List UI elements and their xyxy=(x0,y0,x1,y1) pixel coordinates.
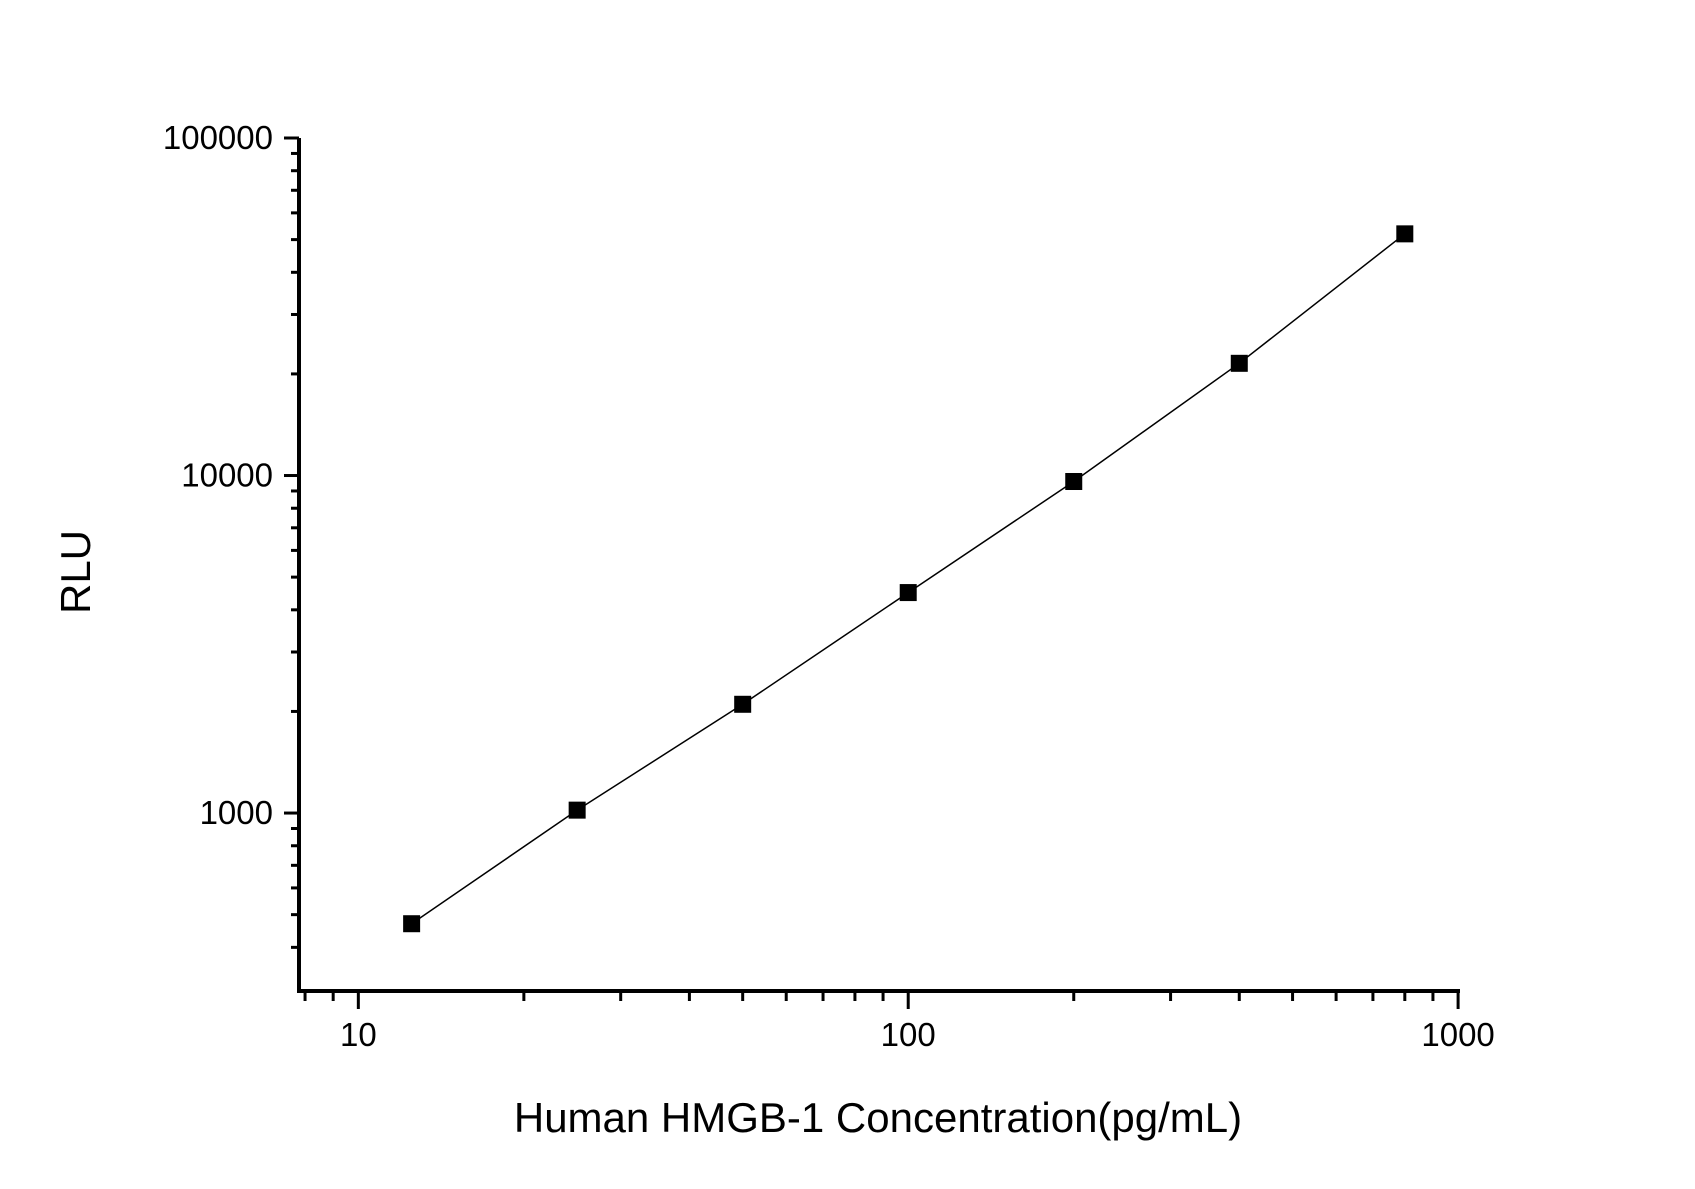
series-line xyxy=(411,233,1406,925)
x-axis-title: Human HMGB-1 Concentration(pg/mL) xyxy=(513,1094,1243,1141)
data-point xyxy=(403,915,421,933)
data-point xyxy=(1230,354,1248,372)
y-tick-label: 1000 xyxy=(200,794,273,831)
x-tick-label: 10 xyxy=(340,1016,377,1053)
data-point xyxy=(1065,473,1083,491)
y-tick-label: 100000 xyxy=(163,119,273,156)
y-axis-title: RLU xyxy=(52,529,99,615)
data-point xyxy=(1396,225,1414,243)
x-tick-label: 1000 xyxy=(1421,1016,1494,1053)
data-point xyxy=(899,584,917,602)
data-point xyxy=(568,801,586,819)
y-tick-label: 10000 xyxy=(181,457,273,494)
data-point xyxy=(734,695,752,713)
x-tick-label: 100 xyxy=(881,1016,936,1053)
